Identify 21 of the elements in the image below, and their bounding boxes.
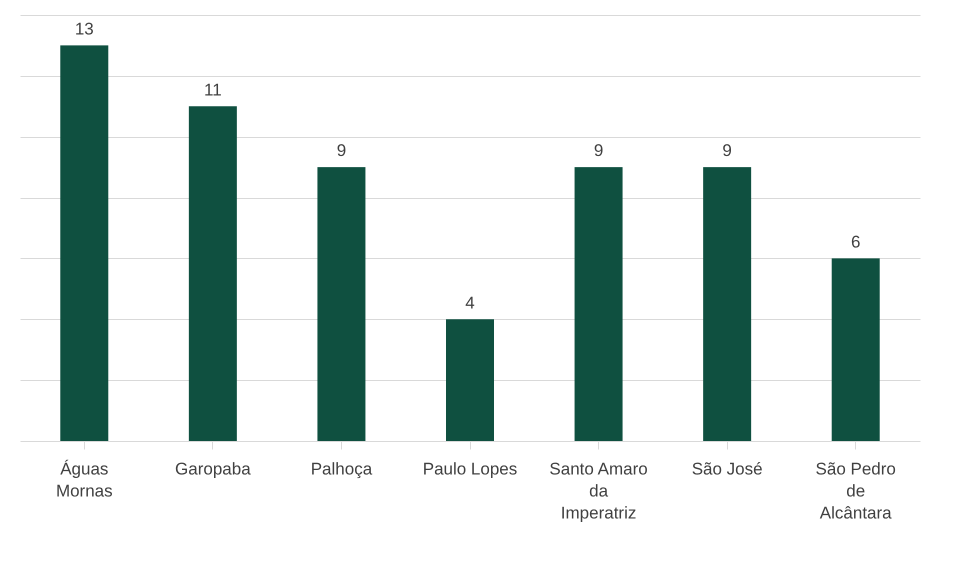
bar xyxy=(703,167,752,441)
data-label: 9 xyxy=(722,141,732,160)
data-label: 6 xyxy=(850,232,860,252)
x-tick-label: Águas Mornas xyxy=(56,460,113,500)
x-tick-label: São José xyxy=(692,460,763,478)
bar xyxy=(832,258,880,441)
x-tick-label: Garopaba xyxy=(175,460,252,478)
bar xyxy=(446,319,494,441)
data-label: 9 xyxy=(336,141,346,160)
data-label: 9 xyxy=(594,141,604,160)
x-tick-label: Palhoça xyxy=(310,460,373,478)
bar xyxy=(60,45,108,441)
data-label: 4 xyxy=(465,293,475,312)
data-label: 13 xyxy=(74,19,94,38)
bar xyxy=(188,106,237,441)
x-tick-label: São Pedro de Alcântara xyxy=(816,460,896,522)
bar xyxy=(574,167,623,441)
x-tick-label: Santo Amaro da Imperatriz xyxy=(549,460,648,522)
x-tick-label: Paulo Lopes xyxy=(422,460,518,478)
data-label: 11 xyxy=(204,80,222,100)
bar xyxy=(317,167,366,441)
